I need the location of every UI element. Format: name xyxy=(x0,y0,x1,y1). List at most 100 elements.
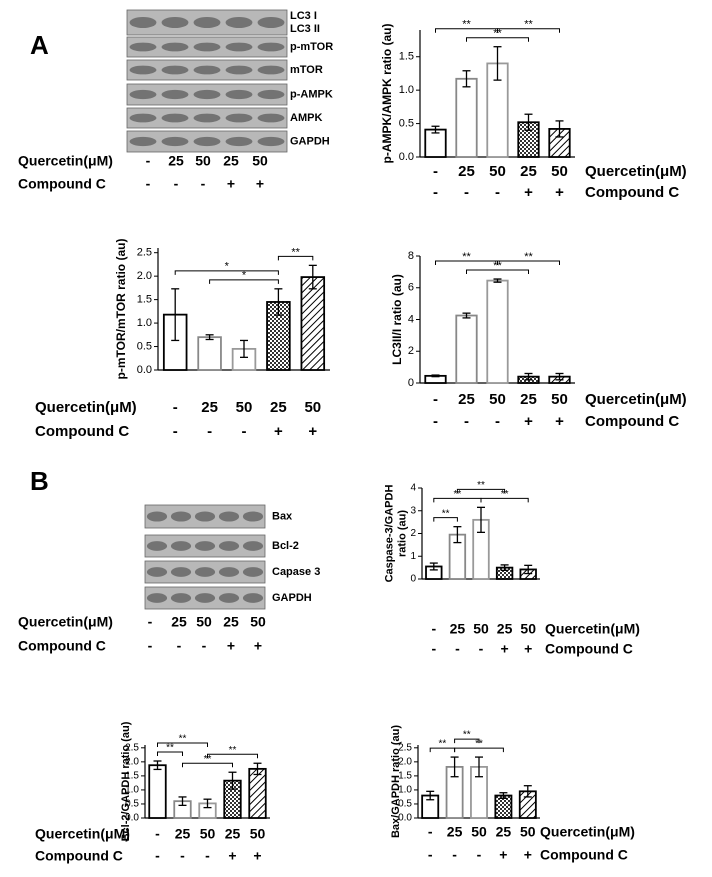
row-value: 25 xyxy=(447,824,463,840)
row-label: Compound C xyxy=(540,847,628,863)
error-bar xyxy=(240,339,248,358)
row-value: - xyxy=(433,391,438,408)
row-value: 50 xyxy=(250,614,266,630)
row-value: - xyxy=(146,176,151,192)
row-value: 25 xyxy=(223,614,239,630)
significance-bracket xyxy=(466,37,529,42)
y-tick-label: 1.5 xyxy=(399,51,414,63)
significance-label: ** xyxy=(229,745,237,756)
error-bar xyxy=(171,288,180,342)
row-value: + xyxy=(524,413,533,430)
y-axis-label: LC3II/I ratio (au) xyxy=(390,274,404,365)
bar xyxy=(197,336,222,371)
row-value: 50 xyxy=(236,399,253,416)
row-label: Compound C xyxy=(545,641,633,657)
error-bar xyxy=(475,756,483,778)
significance-bracket xyxy=(454,738,480,744)
significance-bracket xyxy=(277,255,314,261)
row-value: - xyxy=(464,184,469,201)
row-value: + xyxy=(227,638,235,654)
row-label: Quercetin(μM) xyxy=(18,614,113,630)
row-value: - xyxy=(433,413,438,430)
significance-label: ** xyxy=(524,251,533,263)
significance-bracket xyxy=(429,747,456,753)
row-label: Compound C xyxy=(18,638,106,654)
blot-label: mTOR xyxy=(290,64,323,76)
significance-label: ** xyxy=(524,19,533,31)
row-value: - xyxy=(177,638,182,654)
error-bar xyxy=(308,264,317,290)
row-value: - xyxy=(173,399,178,416)
y-tick-label: 1.5 xyxy=(398,771,412,782)
row-value: 50 xyxy=(471,824,487,840)
blot-band xyxy=(225,89,253,100)
blot-band xyxy=(193,42,221,52)
significance-label: ** xyxy=(477,480,485,491)
significance-bracket xyxy=(466,269,529,275)
blot-band xyxy=(146,511,168,522)
panel-label: B xyxy=(30,466,49,496)
significance-label: ** xyxy=(204,754,212,765)
row-label: Quercetin(μM) xyxy=(545,621,640,637)
row-value: 25 xyxy=(497,621,513,637)
y-tick-label: 2 xyxy=(410,528,416,539)
significance-label: ** xyxy=(493,28,502,40)
row-value: + xyxy=(524,641,532,657)
significance-label: ** xyxy=(475,739,483,750)
blot-label: GAPDH xyxy=(290,135,330,147)
row-value: 50 xyxy=(196,614,212,630)
blot-band xyxy=(242,567,264,577)
blot-band xyxy=(146,593,168,603)
row-value: + xyxy=(555,184,564,201)
row-value: + xyxy=(274,423,283,440)
row-label: Compound C xyxy=(18,176,106,192)
error-bar xyxy=(523,785,532,798)
error-bar xyxy=(203,798,212,809)
row-value: - xyxy=(148,614,153,630)
blot-band xyxy=(257,17,285,28)
row-value: 25 xyxy=(520,391,537,408)
significance-bracket xyxy=(480,497,529,503)
error-bar xyxy=(450,756,459,778)
row-label: Quercetin(μM) xyxy=(18,153,113,169)
row-value: - xyxy=(205,848,210,864)
y-tick-label: 1.0 xyxy=(137,317,152,329)
blot-band xyxy=(129,89,157,100)
significance-bracket xyxy=(209,279,279,284)
error-bar xyxy=(274,288,283,316)
error-bar xyxy=(431,374,440,378)
blot-band xyxy=(257,136,285,147)
blot-band xyxy=(161,89,189,100)
row-label: Compound C xyxy=(585,184,679,201)
y-tick-label: 2 xyxy=(408,345,414,357)
row-value: - xyxy=(146,153,151,169)
error-bar xyxy=(500,564,509,572)
row-label: Compound C xyxy=(35,848,123,864)
y-tick-label: 6 xyxy=(408,282,414,294)
blot-band xyxy=(161,42,189,52)
row-value: 25 xyxy=(201,399,218,416)
blot-band xyxy=(225,113,253,123)
blot-band xyxy=(218,593,240,603)
y-tick-label: 0.5 xyxy=(399,117,414,129)
row-value: + xyxy=(524,847,532,863)
bar xyxy=(248,767,267,819)
significance-bracket xyxy=(157,751,183,757)
blot-band xyxy=(257,89,285,100)
row-value: - xyxy=(201,176,206,192)
significance-label: ** xyxy=(179,734,187,745)
y-tick-label: 0 xyxy=(408,377,414,389)
y-axis-label: Caspase-3/GAPDH xyxy=(383,485,395,583)
y-axis-label: Bax/GAPDH ratio (au) xyxy=(390,725,402,838)
y-tick-label: 1.0 xyxy=(398,785,412,796)
blot-band xyxy=(194,567,216,577)
error-bar xyxy=(462,70,471,88)
row-label: Quercetin(μM) xyxy=(35,826,130,842)
row-value: 50 xyxy=(551,391,568,408)
bar xyxy=(148,764,167,819)
blot-band xyxy=(218,567,240,577)
significance-label: ** xyxy=(493,260,502,272)
row-label: Compound C xyxy=(585,413,679,430)
row-value: 50 xyxy=(252,153,268,169)
significance-label: ** xyxy=(166,743,174,754)
